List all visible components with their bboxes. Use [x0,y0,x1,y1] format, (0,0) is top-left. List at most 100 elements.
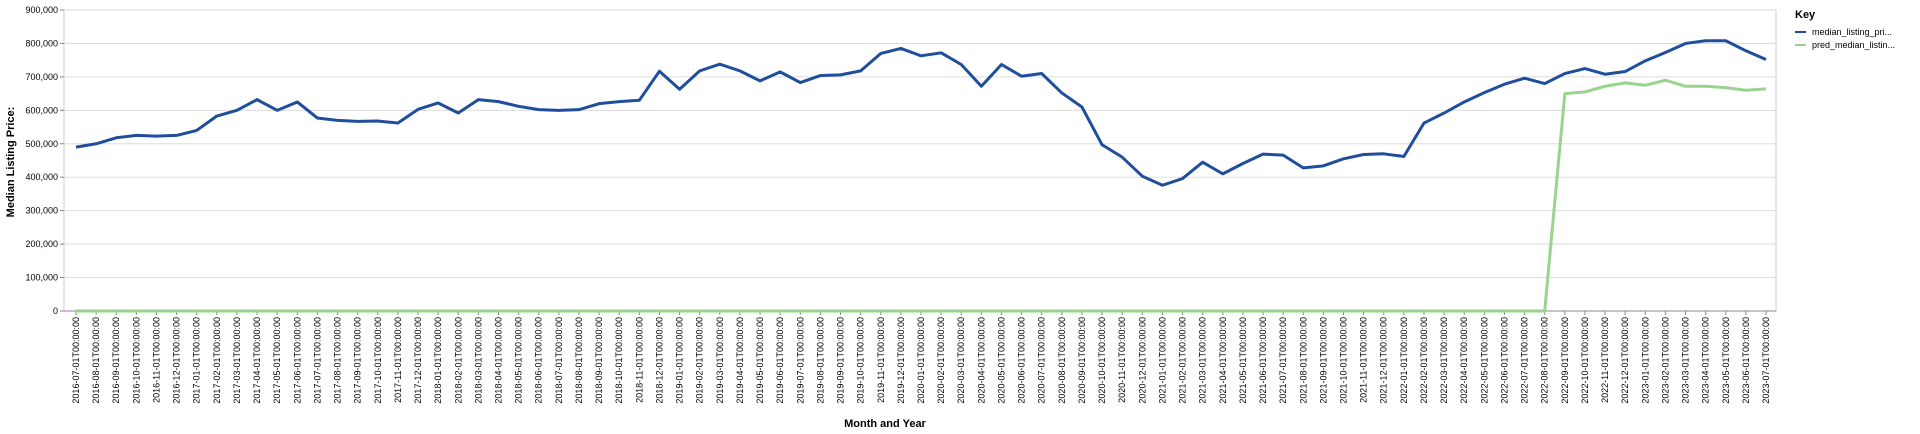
x-tick-label: 2017-05-01T00:00:00 [272,317,282,404]
x-tick-label: 2016-10-01T00:00:00 [131,317,141,404]
x-tick-label: 2020-07-01T00:00:00 [1037,317,1047,404]
series-line [75,39,1767,187]
y-tick-label: 200,000 [25,239,58,249]
x-tick-label: 2021-09-01T00:00:00 [1318,317,1328,404]
x-tick-label: 2017-07-01T00:00:00 [312,317,322,404]
x-tick-label: 2019-01-01T00:00:00 [675,317,685,404]
x-tick-label: 2016-11-01T00:00:00 [151,317,161,403]
x-tick-label: 2019-02-01T00:00:00 [695,317,705,404]
x-tick-label: 2018-03-01T00:00:00 [473,317,483,404]
series-line [76,78,1767,313]
x-tick-label: 2017-06-01T00:00:00 [292,317,302,404]
x-tick-label: 2021-06-01T00:00:00 [1258,317,1268,404]
x-tick-label: 2019-03-01T00:00:00 [715,317,725,404]
x-tick-label: 2020-03-01T00:00:00 [956,317,966,404]
x-tick-label: 2023-04-01T00:00:00 [1701,317,1711,404]
legend-title: Key [1795,9,1816,21]
x-tick-label: 2017-04-01T00:00:00 [252,317,262,404]
y-tick-label: 800,000 [25,38,58,48]
x-tick-label: 2016-07-01T00:00:00 [71,317,81,404]
x-tick-label: 2020-02-01T00:00:00 [936,317,946,404]
x-tick-label: 2018-07-01T00:00:00 [554,317,564,404]
x-tick-label: 2020-09-01T00:00:00 [1077,317,1087,404]
x-tick-label: 2023-03-01T00:00:00 [1681,317,1691,404]
x-tick-label: 2020-06-01T00:00:00 [1017,317,1027,404]
x-tick-label: 2018-12-01T00:00:00 [654,317,664,404]
x-tick-label: 2018-04-01T00:00:00 [494,317,504,404]
x-tick-label: 2017-10-01T00:00:00 [373,317,383,404]
x-tick-label: 2022-01-01T00:00:00 [1399,317,1409,404]
legend-label: median_listing_pri... [1812,27,1892,37]
x-tick-label: 2022-05-01T00:00:00 [1479,317,1489,404]
x-tick-label: 2018-06-01T00:00:00 [534,317,544,404]
x-tick-label: 2018-08-01T00:00:00 [574,317,584,404]
x-tick-label: 2021-05-01T00:00:00 [1238,317,1248,404]
x-tick-label: 2019-06-01T00:00:00 [775,317,785,404]
y-tick-label: 600,000 [25,105,58,115]
x-tick-label: 2017-02-01T00:00:00 [212,317,222,404]
x-tick-label: 2020-11-01T00:00:00 [1117,317,1127,403]
legend-label: pred_median_listin... [1812,40,1895,50]
y-tick-label: 300,000 [25,206,58,216]
x-tick-label: 2018-10-01T00:00:00 [614,317,624,404]
x-tick-label: 2017-08-01T00:00:00 [333,317,343,404]
y-tick-label: 0 [53,306,58,316]
y-axis-title: Median Listing Price: [5,107,17,218]
x-tick-label: 2023-02-01T00:00:00 [1660,317,1670,404]
x-tick-label: 2017-03-01T00:00:00 [232,317,242,404]
x-tick-label: 2020-05-01T00:00:00 [996,317,1006,404]
x-tick-label: 2020-01-01T00:00:00 [916,317,926,404]
x-tick-label: 2022-10-01T00:00:00 [1580,317,1590,404]
x-tick-label: 2017-12-01T00:00:00 [413,317,423,404]
x-tick-label: 2018-02-01T00:00:00 [453,317,463,404]
y-tick-label: 700,000 [25,72,58,82]
x-tick-label: 2021-02-01T00:00:00 [1178,317,1188,404]
y-tick-label: 100,000 [25,273,58,283]
x-tick-label: 2019-07-01T00:00:00 [795,317,805,404]
x-tick-label: 2020-10-01T00:00:00 [1097,317,1107,404]
x-tick-label: 2017-11-01T00:00:00 [393,317,403,403]
x-tick-label: 2018-09-01T00:00:00 [594,317,604,404]
x-tick-label: 2022-08-01T00:00:00 [1540,317,1550,404]
x-tick-label: 2017-01-01T00:00:00 [192,317,202,404]
x-tick-label: 2023-01-01T00:00:00 [1640,317,1650,404]
x-tick-label: 2019-08-01T00:00:00 [815,317,825,404]
x-tick-label: 2023-05-01T00:00:00 [1721,317,1731,404]
x-tick-label: 2016-12-01T00:00:00 [172,317,182,404]
x-tick-label: 2019-10-01T00:00:00 [856,317,866,404]
x-tick-label: 2022-03-01T00:00:00 [1439,317,1449,404]
x-tick-label: 2020-04-01T00:00:00 [976,317,986,404]
x-tick-label: 2022-12-01T00:00:00 [1620,317,1630,404]
x-tick-label: 2021-11-01T00:00:00 [1359,317,1369,403]
x-tick-label: 2023-06-01T00:00:00 [1741,317,1751,404]
y-tick-label: 400,000 [25,172,58,182]
x-axis-title: Month and Year [844,418,926,430]
x-tick-label: 2022-02-01T00:00:00 [1419,317,1429,404]
x-tick-label: 2018-05-01T00:00:00 [514,317,524,404]
x-tick-label: 2021-07-01T00:00:00 [1278,317,1288,404]
x-tick-label: 2021-08-01T00:00:00 [1298,317,1308,404]
x-tick-label: 2016-08-01T00:00:00 [91,317,101,404]
x-tick-label: 2017-09-01T00:00:00 [353,317,363,404]
x-tick-label: 2021-03-01T00:00:00 [1198,317,1208,404]
x-tick-label: 2019-05-01T00:00:00 [755,317,765,404]
x-tick-label: 2019-12-01T00:00:00 [896,317,906,404]
x-tick-label: 2016-09-01T00:00:00 [111,317,121,404]
y-tick-label: 500,000 [25,139,58,149]
x-tick-label: 2022-04-01T00:00:00 [1459,317,1469,404]
x-tick-label: 2021-10-01T00:00:00 [1339,317,1349,404]
x-tick-label: 2022-09-01T00:00:00 [1560,317,1570,404]
x-tick-label: 2018-11-01T00:00:00 [634,317,644,403]
x-tick-label: 2019-09-01T00:00:00 [836,317,846,404]
x-tick-label: 2022-06-01T00:00:00 [1499,317,1509,404]
x-tick-label: 2022-11-01T00:00:00 [1600,317,1610,403]
x-tick-label: 2022-07-01T00:00:00 [1520,317,1530,404]
y-tick-label: 900,000 [25,5,58,15]
x-tick-label: 2020-08-01T00:00:00 [1057,317,1067,404]
x-tick-label: 2020-12-01T00:00:00 [1137,317,1147,404]
x-tick-label: 2019-04-01T00:00:00 [735,317,745,404]
x-tick-label: 2018-01-01T00:00:00 [433,317,443,404]
x-tick-label: 2021-01-01T00:00:00 [1157,317,1167,404]
x-tick-label: 2021-12-01T00:00:00 [1379,317,1389,404]
